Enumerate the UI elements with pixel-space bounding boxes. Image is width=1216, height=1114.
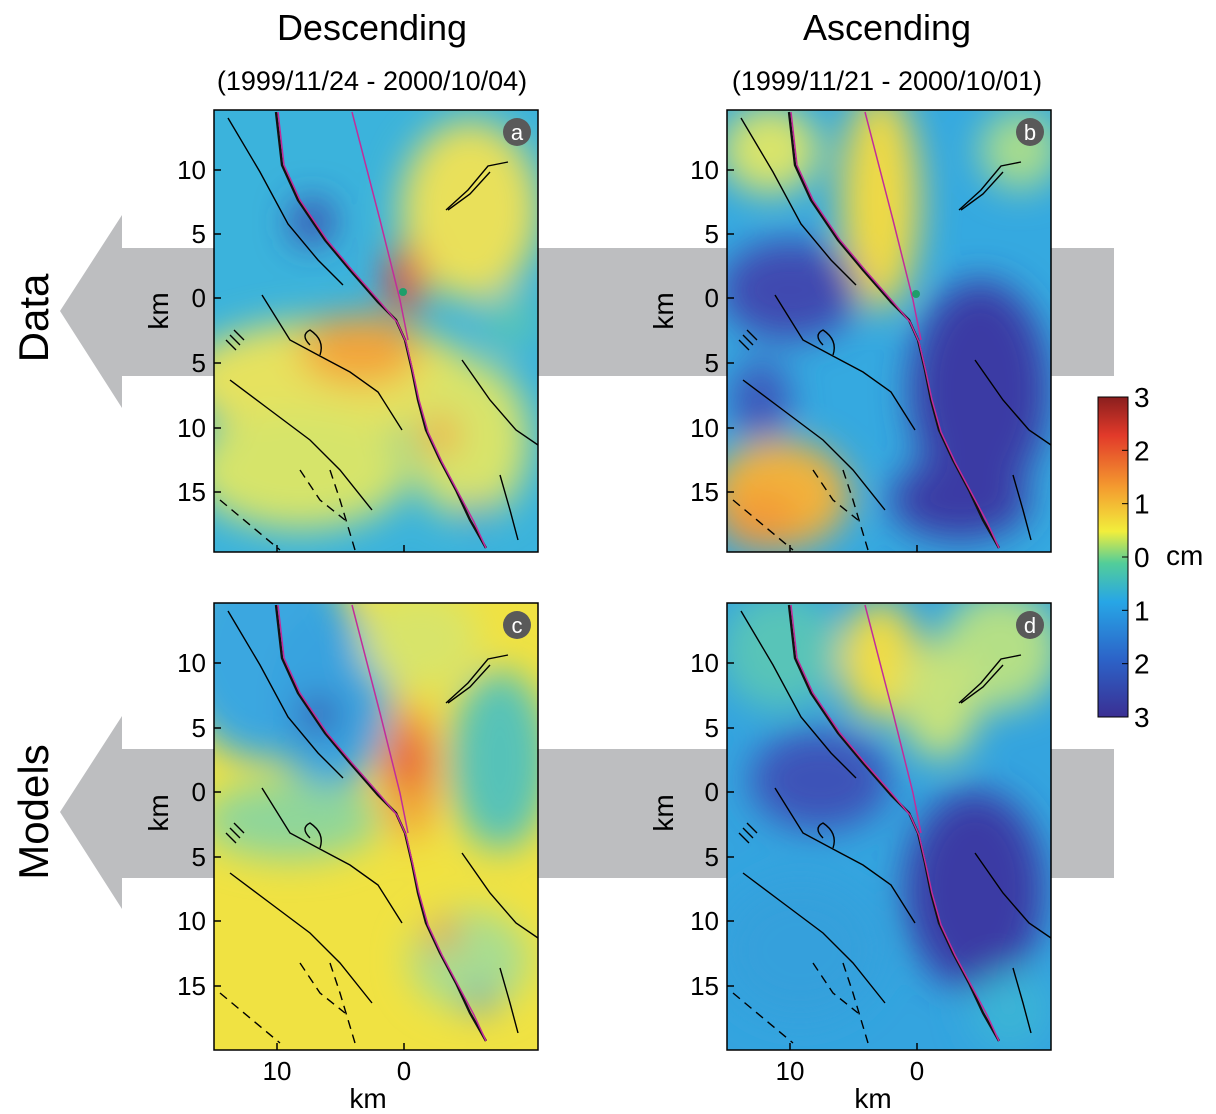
column-title-descending: Descending [277,7,467,48]
colorbar-tick-label-0: 3 [1134,382,1150,413]
x-tick-d-10: 10 [776,1056,805,1086]
y-tick-label-c-2: 0 [192,777,206,807]
colorbar-tick-label-1: 2 [1134,435,1150,466]
y-tick-label-c-3: 5 [192,842,206,872]
y-tick-label-a-3: 5 [192,348,206,378]
y-tick-label-a-2: 0 [192,283,206,313]
colorbar-unit: cm [1166,540,1203,571]
x-axis-label-c: km [349,1083,386,1114]
y-tick-label-b-3: 5 [705,348,719,378]
panel-letter-b: b [1024,120,1036,145]
column-dates-ascending: (1999/11/21 - 2000/10/01) [732,66,1042,96]
y-tick-label-c-4: 10 [177,906,206,936]
y-axis-label-c: km [143,794,174,831]
panel-c: c [213,602,539,1051]
panel-letter-a: a [511,120,524,145]
y-ticks: 10 5 0 5 10 15 10 5 0 5 10 15 10 5 0 5 10 15 10 5 0 5 10 15 [177,155,734,1001]
y-axis-label-d: km [648,794,679,831]
colorbar: 3 2 1 0 1 2 3 cm [1097,382,1203,733]
colorbar-tick-label-5: 2 [1134,649,1150,680]
y-tick-label-b-1: 5 [705,219,719,249]
column-dates-descending: (1999/11/24 - 2000/10/04) [217,66,527,96]
panel-d: d [726,602,1052,1051]
column-title-ascending: Ascending [803,7,971,48]
y-tick-label-b-0: 10 [690,155,719,185]
y-tick-label-d-3: 5 [705,842,719,872]
x-ticks: 10 0 10 0 [263,545,924,1086]
panel-b: b [726,109,1052,553]
x-axis-label-d: km [854,1083,891,1114]
panel-letter-c: c [512,613,523,638]
y-axis-label-a: km [143,292,174,329]
colorbar-tick-label-3: 0 [1134,542,1150,573]
y-tick-label-a-5: 15 [177,477,206,507]
x-tick-c-10: 10 [263,1056,292,1086]
y-tick-label-a-0: 10 [177,155,206,185]
colorbar-tick-label-2: 1 [1134,489,1150,520]
y-tick-label-a-1: 5 [192,219,206,249]
panel-letter-d: d [1024,613,1036,638]
y-tick-label-c-0: 10 [177,648,206,678]
y-tick-label-b-4: 10 [690,413,719,443]
y-tick-label-d-0: 10 [690,648,719,678]
y-tick-label-c-5: 15 [177,971,206,1001]
y-tick-label-d-5: 15 [690,971,719,1001]
y-tick-label-d-4: 10 [690,906,719,936]
y-tick-label-a-4: 10 [177,413,206,443]
y-tick-label-b-5: 15 [690,477,719,507]
colorbar-tick-label-6: 3 [1134,702,1150,733]
x-tick-c-0: 0 [397,1056,411,1086]
y-tick-label-c-1: 5 [192,713,206,743]
panel-a: a [213,109,539,553]
y-tick-label-d-2: 0 [705,777,719,807]
row-label-data: Data [10,273,57,362]
row-label-models: Models [10,744,57,879]
x-tick-d-0: 0 [910,1056,924,1086]
y-tick-label-b-2: 0 [705,283,719,313]
y-axis-label-b: km [648,292,679,329]
y-tick-label-d-1: 5 [705,713,719,743]
colorbar-tick-label-4: 1 [1134,595,1150,626]
